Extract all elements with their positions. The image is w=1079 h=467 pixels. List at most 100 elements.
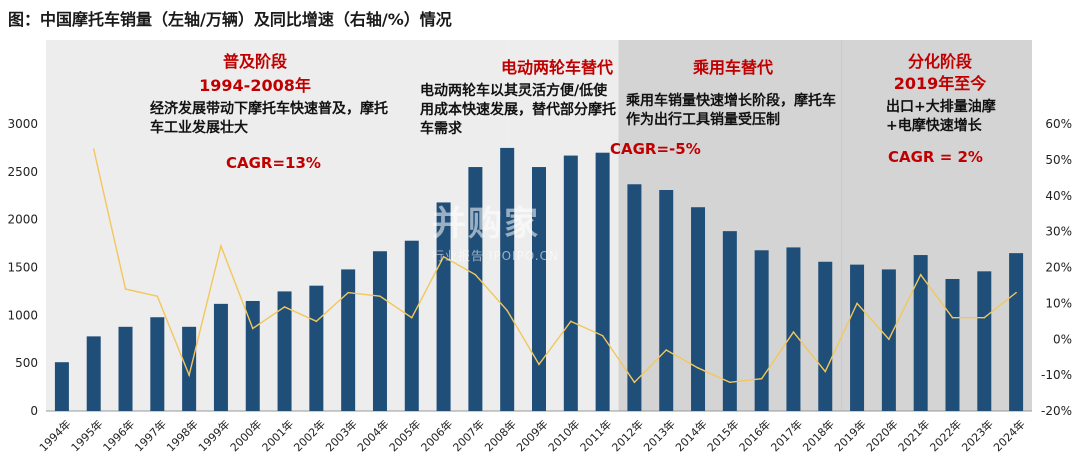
y-left-tick-label: 2500 bbox=[7, 165, 38, 179]
phase-2-cagr: CAGR=-5% bbox=[610, 140, 701, 158]
x-tick-label: 1997年 bbox=[132, 417, 169, 454]
x-tick-label: 2018年 bbox=[800, 417, 837, 454]
growth-point-1996年 bbox=[124, 288, 127, 290]
growth-point-2000年 bbox=[251, 327, 254, 330]
phase-3-title: 乘用车替代 bbox=[692, 58, 773, 77]
growth-point-2010年 bbox=[570, 320, 572, 323]
bar-2010年 bbox=[563, 155, 578, 411]
y-left-tick-label: 500 bbox=[15, 356, 38, 370]
x-tick-label: 1995年 bbox=[68, 417, 105, 454]
bar-2024年 bbox=[1009, 253, 1024, 411]
bar-1998年 bbox=[182, 326, 197, 411]
y-right-tick-label: 50% bbox=[1045, 153, 1072, 167]
growth-point-2024年 bbox=[1015, 291, 1017, 294]
bar-2012年 bbox=[627, 184, 642, 411]
growth-point-2013年 bbox=[665, 349, 668, 351]
bar-series bbox=[54, 147, 1024, 411]
growth-point-2004年 bbox=[379, 295, 381, 298]
x-tick-label: 1994年 bbox=[36, 417, 73, 454]
x-tick-label: 2015年 bbox=[704, 417, 741, 454]
growth-point-2022年 bbox=[951, 316, 954, 319]
phase-divider bbox=[841, 40, 843, 411]
growth-point-2002年 bbox=[315, 320, 318, 323]
growth-point-2001年 bbox=[283, 306, 286, 308]
growth-point-2007年 bbox=[474, 273, 477, 276]
bar-2017年 bbox=[786, 247, 801, 411]
growth-point-2012年 bbox=[633, 381, 636, 384]
x-tick-label: 2003年 bbox=[322, 417, 359, 454]
y-right-tick-label: 60% bbox=[1045, 117, 1072, 131]
bar-2008年 bbox=[500, 147, 515, 411]
phase-4-background bbox=[841, 40, 1032, 411]
x-tick-label: 2002年 bbox=[291, 417, 328, 454]
growth-point-2003年 bbox=[347, 291, 349, 294]
growth-point-1995年 bbox=[92, 148, 95, 150]
bar-1999年 bbox=[213, 303, 228, 411]
y-right-tick-label: -20% bbox=[1041, 404, 1072, 418]
bar-2001年 bbox=[277, 291, 292, 411]
x-tick-label: 2011年 bbox=[577, 417, 614, 454]
y-left-tick-label: 0 bbox=[30, 404, 38, 418]
growth-point-2017年 bbox=[792, 331, 795, 333]
x-tick-label: 2019年 bbox=[831, 417, 868, 454]
phase-2-description: 电动两轮车以其灵活方便/低使用成本快速发展，替代部分摩托车需求 bbox=[420, 83, 616, 137]
y-left-tick-label: 1500 bbox=[7, 261, 38, 275]
y-left-tick-label: 2000 bbox=[7, 213, 38, 227]
x-tick-label: 2012年 bbox=[609, 417, 646, 454]
growth-point-2015年 bbox=[729, 381, 731, 384]
x-tick-label: 2006年 bbox=[418, 417, 455, 454]
phase-4-subtitle: 2019年至今 bbox=[893, 74, 987, 93]
bar-1996年 bbox=[118, 326, 133, 411]
x-tick-label: 2013年 bbox=[641, 417, 678, 454]
growth-point-2009年 bbox=[538, 363, 540, 366]
bar-2011年 bbox=[595, 152, 610, 411]
growth-point-2005年 bbox=[410, 316, 413, 319]
bar-2018年 bbox=[818, 261, 833, 411]
x-tick-label: 2009年 bbox=[513, 417, 550, 454]
growth-point-2019年 bbox=[856, 302, 858, 305]
x-tick-label: 1999年 bbox=[195, 417, 232, 454]
growth-rate-line bbox=[93, 148, 1017, 384]
x-tick-label: 1998年 bbox=[163, 417, 200, 454]
growth-point-2011年 bbox=[601, 334, 604, 337]
phase-1-description: 经济发展带动下摩托车快速普及，摩托车工业发展壮大 bbox=[150, 101, 388, 136]
chart-title: 图：中国摩托车销量（左轴/万辆）及同比增速（右轴/%）情况 bbox=[8, 10, 452, 29]
phase-3-description: 乘用车销量快速增长阶段，摩托车作为出行工具销量受压制 bbox=[626, 93, 836, 128]
y-right-tick-label: 10% bbox=[1045, 296, 1072, 310]
x-tick-label: 2021年 bbox=[895, 417, 932, 454]
x-tick-label: 2008年 bbox=[481, 417, 518, 454]
x-tick-label: 2023年 bbox=[959, 417, 996, 454]
phase-4-cagr: CAGR = 2% bbox=[888, 148, 983, 166]
bar-2009年 bbox=[532, 167, 546, 411]
x-tick-label: 2010年 bbox=[545, 417, 582, 454]
growth-point-2014年 bbox=[697, 367, 699, 369]
bar-2014年 bbox=[691, 207, 706, 411]
phase-4-description: 出口+大排量油摩+电摩快速增长 bbox=[886, 99, 996, 134]
x-tick-label: 2024年 bbox=[990, 417, 1027, 454]
growth-point-2018年 bbox=[824, 370, 827, 373]
bar-2007年 bbox=[468, 167, 483, 411]
x-tick-label: 2001年 bbox=[259, 417, 296, 454]
x-tick-label: 2000年 bbox=[227, 417, 264, 454]
bar-2019年 bbox=[850, 264, 865, 411]
bar-1994年 bbox=[54, 362, 69, 411]
phase-4-title: 分化阶段 bbox=[907, 52, 972, 71]
growth-point-2016年 bbox=[760, 377, 763, 380]
phase-1-title: 普及阶段 bbox=[222, 52, 287, 71]
bar-2015年 bbox=[722, 231, 737, 411]
bar-2000年 bbox=[245, 300, 260, 411]
growth-point-1999年 bbox=[220, 245, 222, 247]
bar-2022年 bbox=[945, 278, 960, 411]
bar-2003年 bbox=[341, 269, 356, 411]
bar-2004年 bbox=[372, 251, 387, 411]
x-tick-label: 2014年 bbox=[672, 417, 709, 454]
y-right-tick-label: 0% bbox=[1053, 332, 1072, 346]
x-tick-label: 2022年 bbox=[927, 417, 964, 454]
bar-1995年 bbox=[86, 336, 101, 411]
x-tick-labels: 1994年1995年1996年1997年1998年1999年2000年2001年… bbox=[36, 417, 1028, 454]
growth-point-1998年 bbox=[188, 374, 190, 376]
growth-point-2021年 bbox=[919, 273, 922, 276]
x-tick-label: 2007年 bbox=[450, 417, 487, 454]
bar-2021年 bbox=[913, 255, 928, 411]
bar-2013年 bbox=[659, 190, 674, 411]
